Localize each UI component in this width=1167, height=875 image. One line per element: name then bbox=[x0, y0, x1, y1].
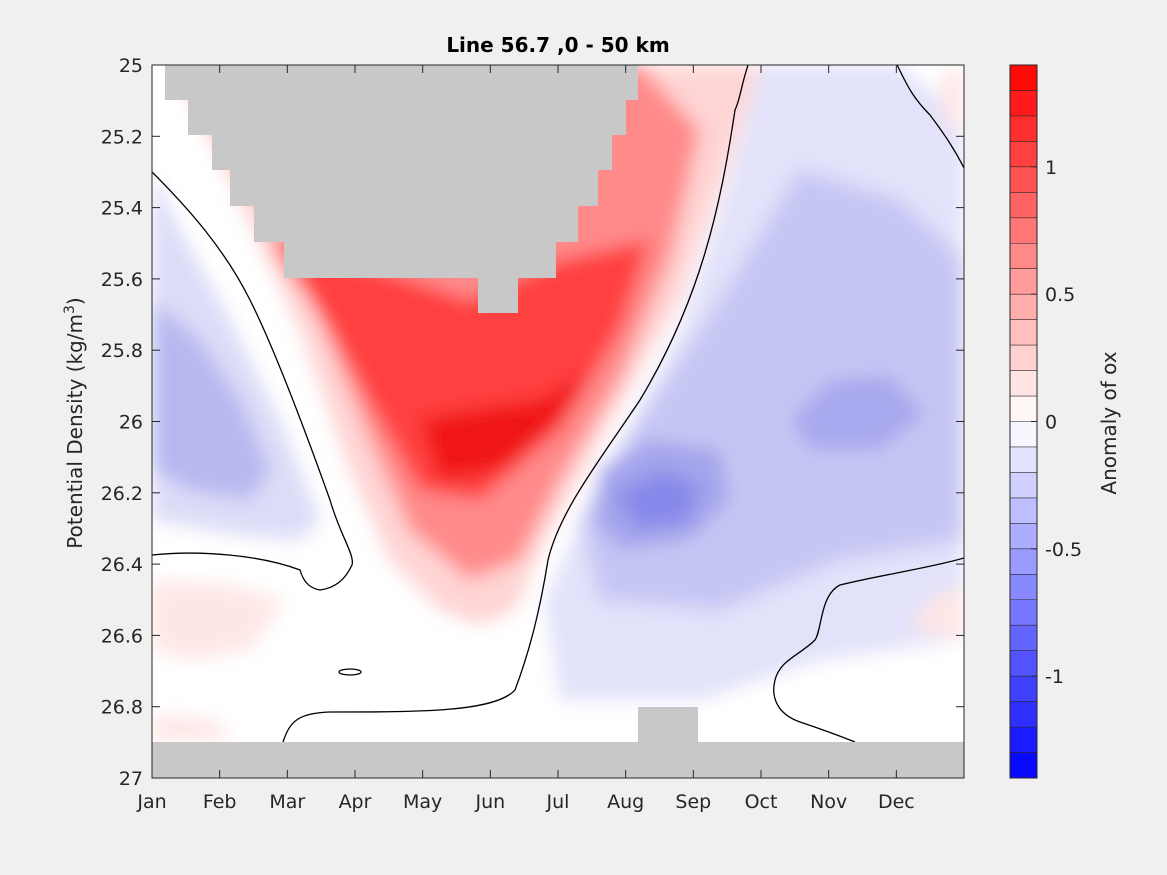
x-tick-label: Oct bbox=[745, 791, 778, 813]
colorbar-step bbox=[1010, 599, 1037, 626]
colorbar-step bbox=[1010, 65, 1037, 91]
zero-contour-right bbox=[773, 557, 964, 743]
y-tick-label: 26 bbox=[119, 412, 143, 434]
negative-anomaly-secondary bbox=[790, 375, 925, 450]
x-tick-label: Sep bbox=[675, 791, 711, 813]
colorbar-step bbox=[1010, 268, 1037, 295]
colorbar: 1 0.5 0 -0.5 -1 Anomaly of ox bbox=[1009, 64, 1121, 779]
positive-anomaly-faint-topright bbox=[940, 65, 964, 130]
colorbar-step bbox=[1010, 676, 1037, 702]
colorbar-step bbox=[1010, 752, 1037, 779]
positive-anomaly-faint-right bbox=[910, 585, 964, 640]
chart-title: Line 56.7 ,0 - 50 km bbox=[446, 33, 669, 57]
x-tick-label: Apr bbox=[339, 791, 372, 813]
y-tick-label: 25 bbox=[119, 55, 143, 77]
x-tick-label: Feb bbox=[203, 791, 237, 813]
anomaly-field bbox=[152, 65, 964, 778]
colorbar-label: Anomaly of ox bbox=[1097, 351, 1121, 494]
positive-anomaly-faint-left bbox=[152, 580, 285, 660]
positive-anomaly-faint-bottomleft bbox=[152, 715, 235, 742]
x-tick-label: Jan bbox=[136, 791, 166, 813]
y-axis: 25 25.2 25.4 25.6 25.8 26 26.2 26.4 26.6 26.8 27 bbox=[101, 55, 964, 790]
colorbar-step bbox=[1010, 370, 1037, 397]
y-tick-label: 26.6 bbox=[101, 625, 143, 647]
y-tick-label: 25.6 bbox=[101, 269, 143, 291]
colorbar-step bbox=[1010, 115, 1037, 142]
colorbar-step bbox=[1010, 625, 1037, 651]
colorbar-tick-label: -1 bbox=[1045, 666, 1064, 688]
colorbar-step bbox=[1010, 396, 1037, 422]
y-tick-label: 25.8 bbox=[101, 340, 143, 362]
colorbar-step bbox=[1010, 727, 1037, 753]
colorbar-step bbox=[1010, 472, 1037, 499]
colorbar-step bbox=[1010, 192, 1037, 219]
x-tick-label: Jul bbox=[546, 791, 570, 813]
x-tick-label: Dec bbox=[878, 791, 915, 813]
x-tick-label: Mar bbox=[269, 791, 305, 813]
y-axis-title: Potential Density (kg/m3) bbox=[62, 297, 87, 548]
y-tick-label: 26.8 bbox=[101, 697, 143, 719]
colorbar-step bbox=[1010, 294, 1037, 320]
colorbar-step bbox=[1010, 497, 1037, 524]
x-tick-label: Aug bbox=[607, 791, 644, 813]
colorbar-step bbox=[1010, 650, 1037, 677]
zero-contour-small bbox=[338, 668, 362, 676]
colorbar-step bbox=[1010, 421, 1037, 448]
zero-contour-left bbox=[152, 171, 354, 591]
zero-contour-topright bbox=[896, 65, 964, 169]
y-tick-label: 25.4 bbox=[101, 198, 143, 220]
colorbar-step bbox=[1010, 319, 1037, 346]
colorbar-step bbox=[1010, 166, 1037, 193]
colorbar-step bbox=[1010, 574, 1037, 601]
x-axis: Jan Feb Mar Apr May Jun Jul Aug Sep Oct Nov Dec bbox=[136, 65, 915, 813]
colorbar-step bbox=[1010, 243, 1037, 270]
colorbar-step bbox=[1010, 217, 1037, 244]
y-tick-label: 26.4 bbox=[101, 554, 143, 576]
no-data-mask-top bbox=[165, 65, 638, 313]
colorbar-tick-label: 0 bbox=[1045, 412, 1057, 434]
colorbar-step bbox=[1010, 90, 1037, 117]
colorbar-step bbox=[1010, 446, 1037, 473]
zero-contours bbox=[152, 65, 964, 743]
y-tick-label: 25.2 bbox=[101, 126, 143, 148]
x-tick-label: May bbox=[403, 791, 442, 813]
x-tick-label: Jun bbox=[474, 791, 505, 813]
colorbar-step bbox=[1010, 141, 1037, 168]
colorbar-tick-label: -0.5 bbox=[1045, 539, 1082, 561]
colorbar-step bbox=[1010, 701, 1037, 728]
positive-anomaly-max bbox=[420, 370, 590, 480]
x-tick-label: Nov bbox=[810, 791, 847, 813]
no-data-mask-bottom bbox=[152, 707, 964, 778]
colorbar-tick-label: 0.5 bbox=[1045, 284, 1075, 306]
negative-anomaly-core bbox=[615, 470, 700, 530]
colorbar-step bbox=[1010, 548, 1037, 575]
positive-anomaly-core bbox=[270, 240, 650, 500]
colorbar-step bbox=[1010, 523, 1037, 550]
y-tick-label: 27 bbox=[119, 768, 143, 790]
negative-anomaly-early-inner bbox=[152, 300, 270, 500]
zero-contour-center bbox=[282, 65, 749, 743]
colorbar-tick-label: 1 bbox=[1045, 157, 1057, 179]
colorbar-step bbox=[1010, 345, 1037, 371]
y-tick-label: 26.2 bbox=[101, 483, 143, 505]
